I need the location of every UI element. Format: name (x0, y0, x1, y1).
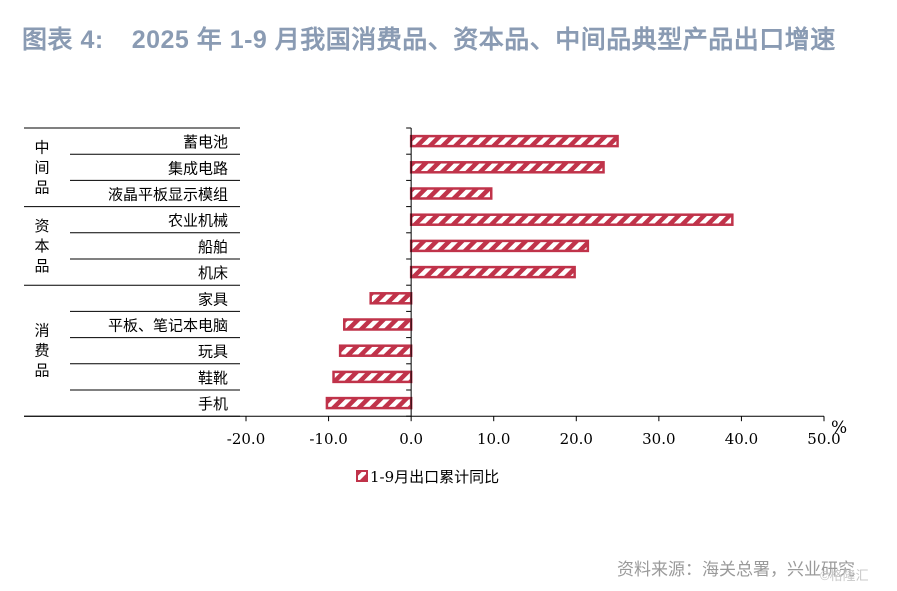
bar-玩具 (338, 344, 413, 357)
category-label: 机床 (198, 264, 228, 282)
x-unit-label: % (831, 418, 847, 438)
source-note: 资料来源：海关总署，兴业研究 (617, 560, 855, 579)
category-label: 平板、笔记本电脑 (108, 317, 228, 335)
legend-swatch (356, 470, 368, 482)
group-label-0: 中间品 (34, 138, 49, 196)
category-label: 手机 (198, 395, 228, 413)
bar-液晶平板显示模组 (409, 187, 493, 200)
x-tick-label: -20.0 (227, 430, 265, 448)
x-tick-label: 0.0 (399, 430, 423, 448)
legend-label: 1-9月出口累计同比 (370, 468, 499, 486)
bar-手机 (325, 396, 413, 410)
category-label: 玩具 (198, 343, 228, 361)
x-tick-label: 50.0 (807, 430, 840, 448)
bar-平板、笔记本电脑 (343, 318, 413, 331)
x-tick-label: 40.0 (725, 430, 758, 448)
group-label-1: 资本品 (34, 217, 49, 275)
bar-集成电路 (409, 161, 605, 174)
figure-number: 图表 4: (22, 26, 104, 54)
bar-农业机械 (409, 213, 734, 226)
figure-title: 图表 4: 2025 年 1-9 月我国消费品、资本品、中间品典型产品出口增速 (22, 20, 836, 56)
category-label: 船舶 (198, 238, 228, 256)
category-label: 蓄电池 (183, 133, 228, 151)
bar-蓄电池 (409, 134, 619, 148)
category-label: 集成电路 (168, 159, 228, 177)
figure-title-text: 2025 年 1-9 月我国消费品、资本品、中间品典型产品出口增速 (131, 26, 836, 54)
group-label-2: 消费品 (34, 322, 49, 380)
x-tick-label: 20.0 (560, 430, 593, 448)
bar-船舶 (409, 239, 590, 253)
category-label: 家具 (198, 290, 228, 308)
x-tick-label: -10.0 (309, 430, 347, 448)
watermark: ©格隆汇 (820, 568, 869, 583)
x-tick-label: 10.0 (477, 430, 510, 448)
bar-鞋靴 (332, 370, 413, 384)
bar-机床 (409, 265, 576, 279)
bar-家具 (369, 292, 413, 305)
category-label: 农业机械 (168, 212, 228, 230)
x-tick-label: 30.0 (642, 430, 675, 448)
category-label: 鞋靴 (198, 369, 228, 387)
category-label: 液晶平板显示模组 (108, 186, 228, 204)
